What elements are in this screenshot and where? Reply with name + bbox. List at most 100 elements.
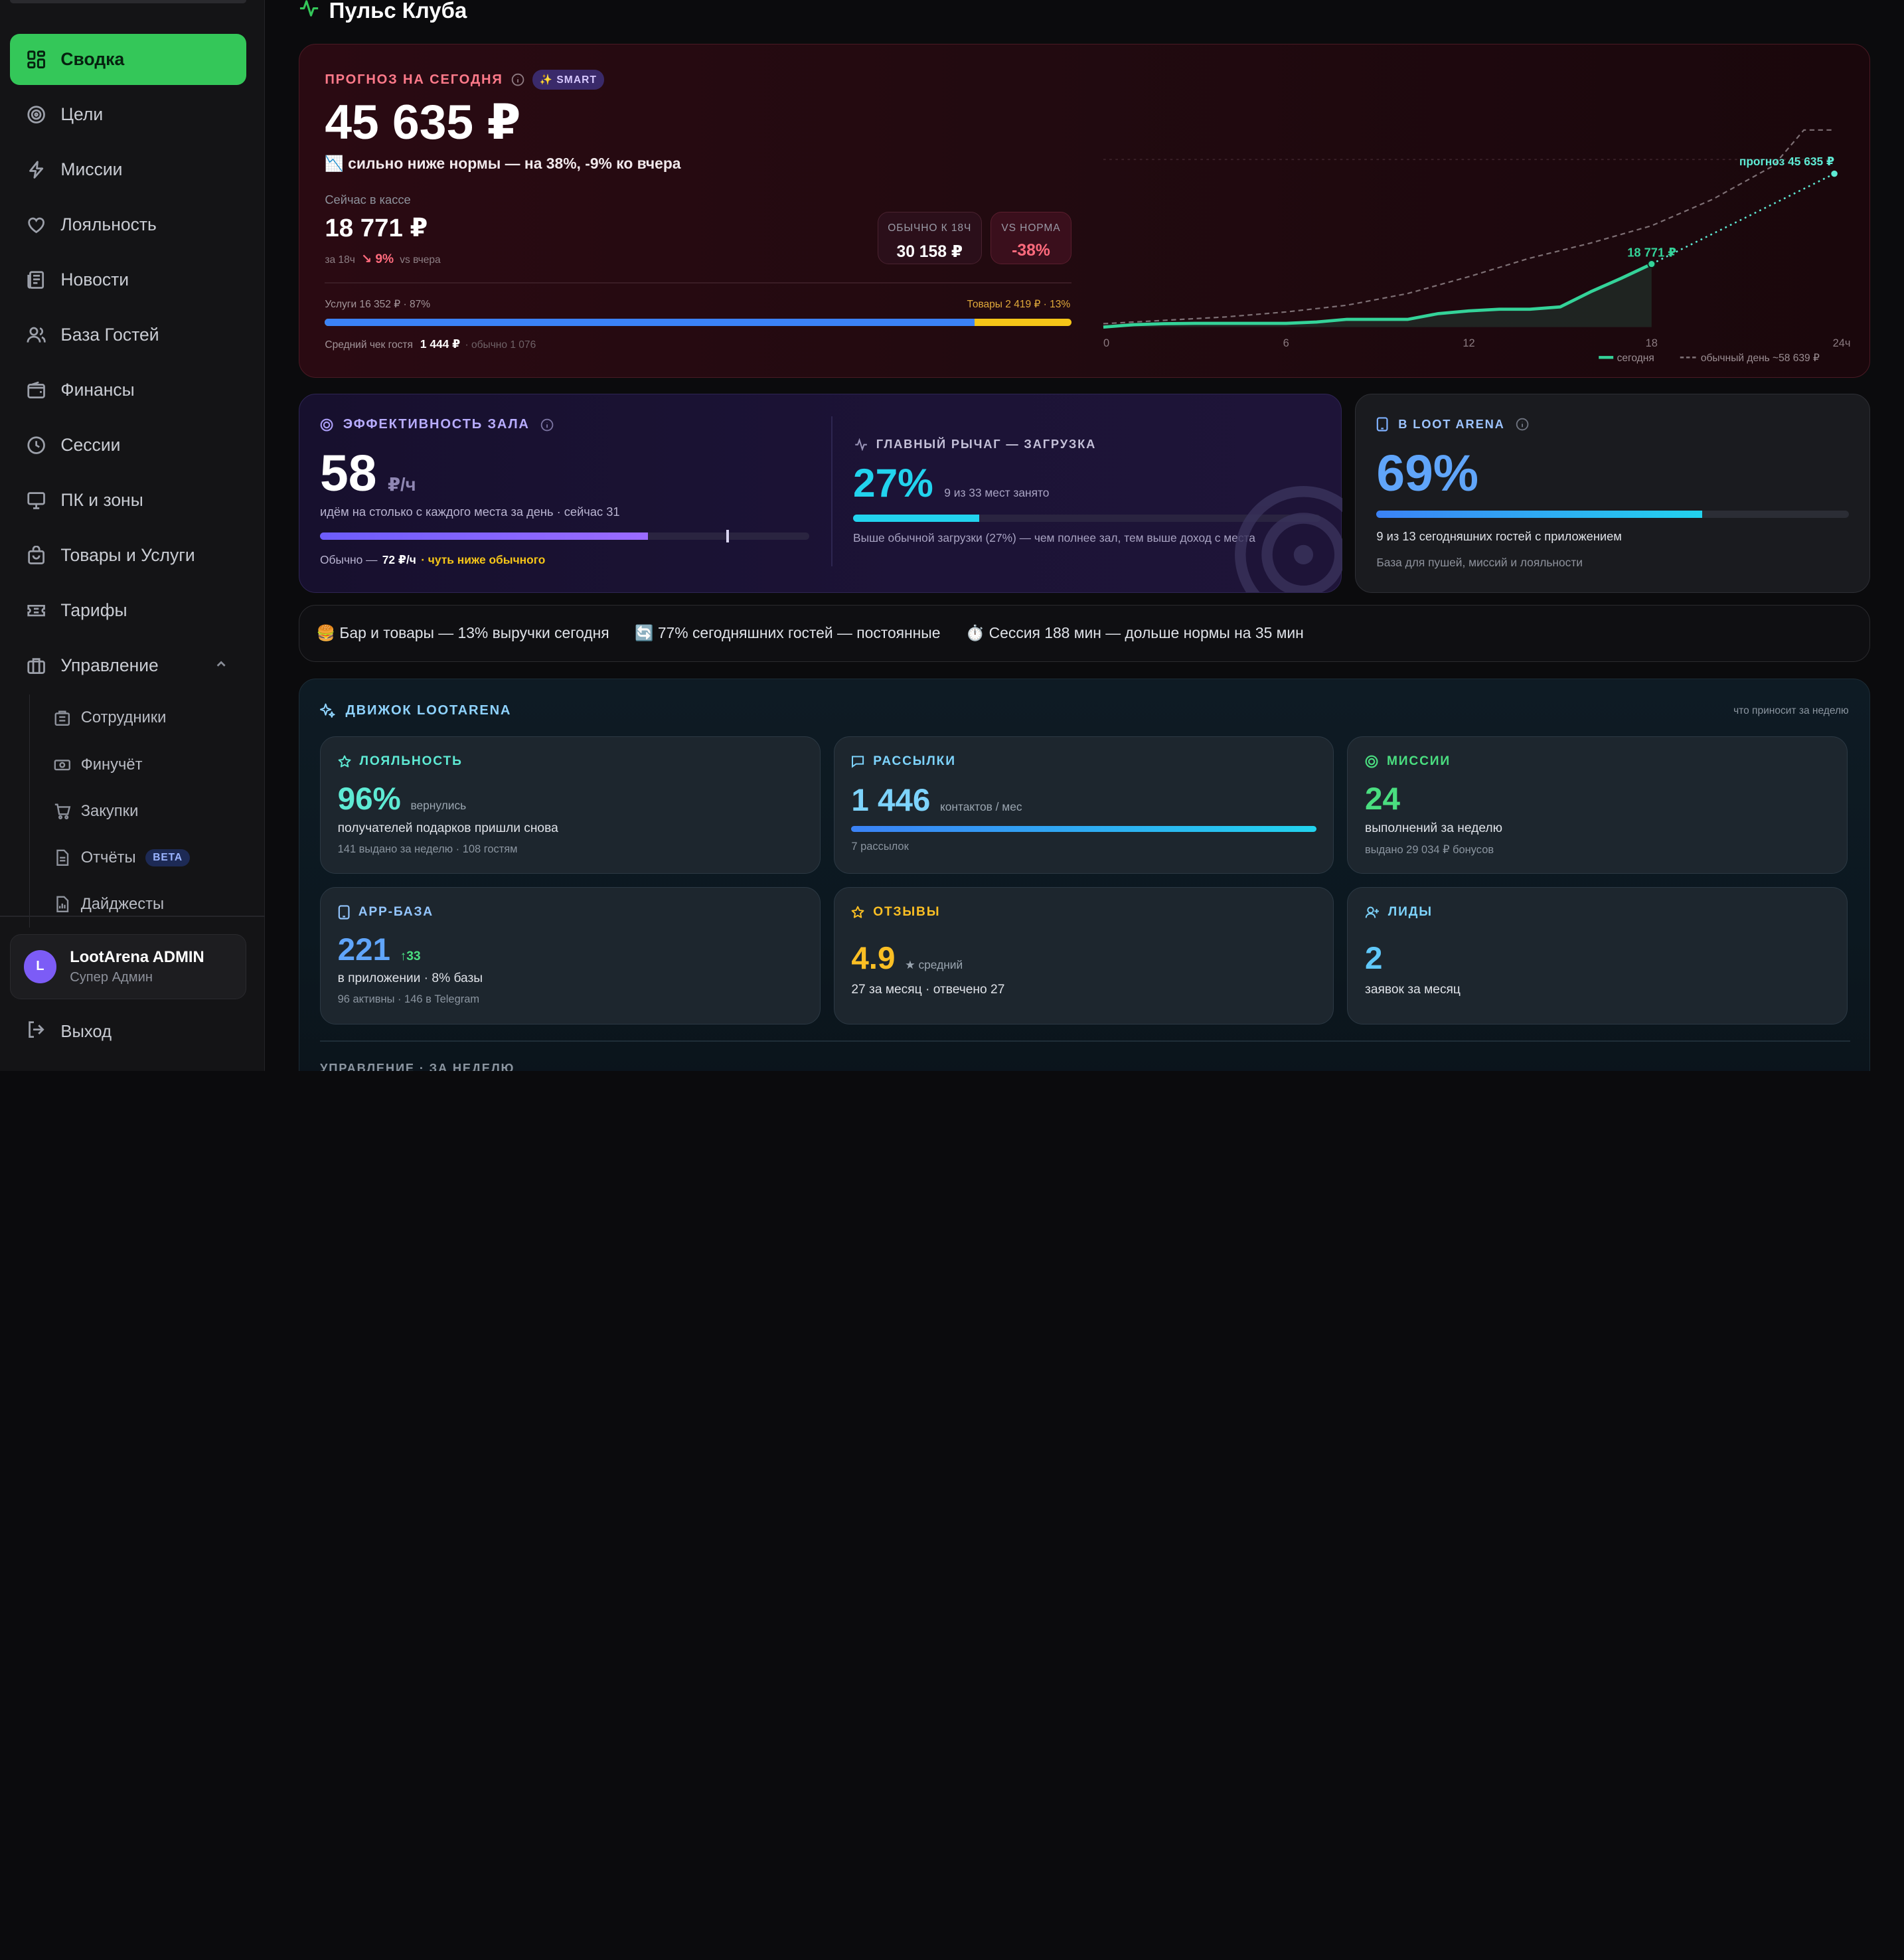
chevron-up-icon[interactable] [215, 658, 227, 673]
cash-delta-row: за 18ч ↘ 9% vs вчера [325, 251, 440, 267]
sidebar-item-products[interactable]: Товары и Услуги [10, 530, 247, 581]
x-tick-label: 6 [1283, 337, 1289, 349]
legend-today-label: сегодня [1617, 353, 1654, 364]
logout-button[interactable]: Выход [27, 1020, 112, 1044]
tile-line1: получателей подарков пришли снова [337, 821, 558, 835]
target-icon [27, 105, 46, 124]
usual-value: 30 158 ₽ [896, 242, 963, 261]
sidebar-subitem-label: Дайджесты [80, 895, 165, 914]
sidebar-subitem-label: Отчёты [80, 849, 136, 867]
efficiency-header: ЭФФЕКТИВНОСТЬ ЗАЛА [320, 417, 554, 432]
engine-tile-loyalty[interactable]: ЛОЯЛЬНОСТЬ 96% вернулись получателей пода… [320, 736, 821, 874]
sidebar-subitem-label: Закупки [80, 801, 139, 820]
sidebar-subitem-reports[interactable]: Отчёты BETA [30, 835, 248, 881]
tile-value: 221 [337, 932, 390, 968]
building-icon [54, 710, 71, 727]
sidebar-item-loyalty[interactable]: Лояльность [10, 199, 247, 250]
tile-value: 1 446 [851, 783, 931, 819]
monitor-icon [27, 491, 46, 510]
norm-value: -38% [1012, 241, 1050, 260]
avatar: L [23, 950, 57, 983]
sidebar-item-tariffs[interactable]: Тарифы [10, 586, 247, 637]
occupancy-bar [853, 514, 1321, 522]
tile-header: APP-БАЗА [338, 905, 434, 920]
today-point [1647, 260, 1656, 269]
tile-line2: выдано 29 034 ₽ бонусов [1365, 843, 1494, 856]
sidebar-item-management[interactable]: Управление [10, 641, 247, 692]
app-share-sub: 9 из 13 сегодняшних гостей с приложением [1376, 529, 1622, 543]
user-card[interactable]: L LootArena ADMIN Супер Админ [9, 934, 247, 1000]
tile-value: 4.9 [851, 940, 896, 976]
sidebar-item-label: Сессии [60, 435, 121, 455]
tile-label: APP-БАЗА [358, 904, 434, 919]
efficiency-usual-prefix: Обычно — [320, 553, 378, 567]
sidebar-item-missions[interactable]: Миссии [10, 144, 247, 195]
target-icon [320, 418, 333, 432]
avg-check-usual: · обычно 1 076 [465, 339, 536, 351]
app-share-fill [1376, 511, 1703, 519]
cash-delta-suffix: vs вчера [400, 254, 441, 266]
avg-check-label: Средний чек гостя [325, 339, 413, 351]
sidebar-subitem-staff[interactable]: Сотрудники [30, 694, 248, 741]
avg-check-row: Средний чек гостя 1 444 ₽ · обычно 1 076 [325, 337, 536, 351]
banknote-icon [54, 756, 71, 774]
tile-header: ОТЗЫВЫ [851, 905, 940, 920]
forecast-label: ПРОГНОЗ НА СЕГОДНЯ [325, 72, 503, 87]
tile-value-row: 4.9 ★ средний [851, 940, 963, 977]
revenue-split-bar [325, 319, 1072, 327]
efficiency-divider [831, 416, 833, 567]
norm-pill: VS НОРМА -38% [990, 212, 1072, 264]
target-icon [1365, 755, 1378, 768]
forecast-value-label: прогноз 45 635 ₽ [1739, 155, 1834, 168]
engine-tile-mailings[interactable]: РАССЫЛКИ 1 446 контактов / мес 7 рассылок [833, 736, 1334, 874]
tile-value-row: 1 446 контактов / мес [851, 782, 1022, 819]
sidebar-item-news[interactable]: Новости [10, 254, 247, 305]
beta-badge: BETA [145, 849, 190, 866]
sidebar-subitem-purchases[interactable]: Закупки [30, 788, 248, 835]
sidebar-item-goals[interactable]: Цели [10, 89, 247, 140]
lever-value: 27% [853, 460, 933, 506]
sidebar-subitem-digests[interactable]: Дайджесты [30, 881, 248, 928]
user-name: LootArena ADMIN [70, 947, 204, 966]
tile-suffix: ★ средний [905, 957, 963, 971]
forecast-value: 45 635 ₽ [325, 94, 521, 149]
bag-icon [27, 546, 46, 565]
sidebar-item-label: Сводка [60, 49, 125, 70]
star-icon [338, 755, 351, 768]
sidebar-item-finance[interactable]: Финансы [10, 365, 247, 416]
tile-value: 2 [1365, 940, 1383, 976]
sidebar-subitem-finaccounting[interactable]: Финучёт [30, 741, 248, 787]
tile-label: ОТЗЫВЫ [873, 904, 941, 919]
services-fill [325, 319, 975, 327]
info-icon[interactable] [540, 418, 554, 432]
sidebar-item-pc-zones[interactable]: ПК и зоны [10, 475, 247, 526]
briefcase-icon [27, 656, 46, 675]
mailings-fill [851, 825, 1316, 833]
sidebar-item-sessions[interactable]: Сессии [10, 420, 247, 471]
engine-tile-reviews[interactable]: ОТЗЫВЫ 4.9 ★ средний 27 за месяц · отвече… [833, 887, 1334, 1024]
lever-value-row: 27% 9 из 33 мест занято [853, 459, 1049, 506]
usual-pill: ОБЫЧНО К 18Ч 30 158 ₽ [877, 212, 982, 264]
info-icon[interactable] [1516, 418, 1529, 431]
tile-label: РАССЫЛКИ [873, 754, 956, 768]
efficiency-fill [320, 532, 648, 540]
info-icon[interactable] [511, 73, 524, 86]
sidebar-nav: Сводка Цели Миссии Лояльность Новости Ба… [9, 34, 247, 695]
sidebar-item-guests[interactable]: База Гостей [10, 309, 247, 361]
lever-sub: 9 из 33 мест занято [944, 486, 1050, 500]
efficiency-value: 58 [320, 444, 377, 502]
tile-line1: в приложении · 8% базы [337, 971, 483, 986]
engine-tile-missions[interactable]: МИССИИ 24 выполнений за неделю выдано 29… [1347, 736, 1848, 874]
efficiency-usual-row: Обычно — 72 ₽/ч · чуть ниже обычного [320, 553, 545, 567]
sidebar-item-dashboard[interactable]: Сводка [9, 34, 247, 86]
tile-line2: 141 выдано за неделю · 108 гостям [337, 843, 518, 855]
engine-tile-leads[interactable]: ЛИДЫ 2 заявок за месяц [1347, 887, 1848, 1024]
logout-label: Выход [60, 1022, 112, 1042]
target-watermark-icon [1235, 485, 1343, 592]
engine-tile-app-base[interactable]: APP-БАЗА 221 ↑33 в приложении · 8% базы 9… [320, 887, 821, 1024]
ticket-icon [27, 601, 46, 620]
message-icon [851, 755, 864, 768]
series-today-area [1103, 264, 1652, 328]
tile-suffix: вернулись [410, 799, 467, 813]
lightning-icon [27, 160, 46, 179]
